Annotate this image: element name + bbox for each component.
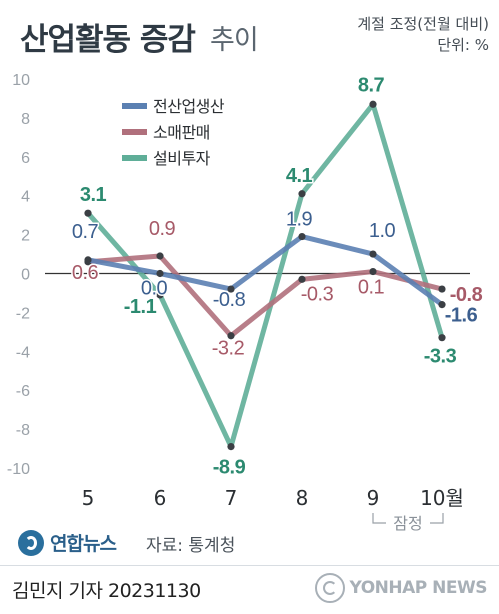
data-label: -0.8 — [450, 284, 483, 306]
data-label: -0.8 — [213, 289, 246, 311]
x-tick-label: 8 — [296, 486, 309, 510]
data-point — [298, 232, 306, 241]
yonhap-logo: 연합뉴스 — [18, 529, 117, 556]
unit-label: 단위: % — [437, 36, 489, 54]
x-tick-label: 9 — [367, 486, 380, 510]
agency-watermark: YONHAP NEWS — [314, 573, 488, 603]
data-point — [227, 285, 235, 293]
agency-name: YONHAP NEWS — [349, 578, 488, 598]
data-point — [369, 250, 377, 258]
footer-divider — [0, 565, 499, 566]
chart-title: 산업활동 증감 — [20, 22, 196, 58]
reporter-byline: 김민지 기자 20231130 — [12, 580, 201, 602]
y-tick-label: 2 — [21, 228, 30, 245]
y-tick-label: -10 — [7, 461, 30, 478]
data-point — [298, 275, 306, 283]
data-point — [298, 190, 306, 198]
unit-note: 계절 조정(전월 대비) 단위: % — [357, 14, 489, 56]
y-tick-label: -2 — [16, 305, 30, 322]
data-point — [84, 256, 92, 264]
legend-label: 소매판매 — [153, 123, 210, 142]
data-label: -3.2 — [212, 338, 245, 360]
data-label: -8.9 — [213, 457, 246, 479]
y-tick-label: -8 — [16, 422, 30, 439]
series-line — [85, 253, 445, 339]
adjustment-note: 계절 조정(전월 대비) — [357, 15, 489, 33]
x-tick-label: 10월 — [420, 486, 464, 510]
data-label: 3.1 — [80, 184, 107, 206]
source-note: 자료: 통계청 — [146, 536, 236, 556]
data-label: 1.0 — [369, 220, 396, 242]
series-line — [85, 101, 445, 450]
yonhap-logo-icon — [18, 529, 44, 556]
data-point — [369, 267, 377, 276]
data-point — [227, 332, 235, 340]
series-line — [85, 234, 445, 308]
data-label: -1.1 — [124, 296, 157, 318]
y-tick-label: 4 — [21, 189, 30, 206]
data-label: 0.6 — [72, 262, 99, 284]
legend-label: 전산업생산 — [153, 97, 225, 116]
data-label: 0.9 — [149, 218, 176, 240]
data-label: 8.7 — [358, 74, 385, 96]
y-tick-label: -4 — [16, 344, 30, 361]
data-label: -1.6 — [445, 305, 478, 327]
data-point — [156, 252, 164, 260]
data-label: 4.1 — [286, 165, 313, 187]
y-tick-label: 10 — [12, 72, 30, 89]
data-point — [438, 301, 446, 309]
data-label: 0.1 — [358, 277, 385, 299]
y-tick-label: -6 — [16, 383, 30, 400]
data-point — [156, 291, 164, 299]
data-point — [84, 209, 92, 217]
y-tick-label: 0 — [21, 267, 30, 284]
data-label: -0.3 — [301, 283, 334, 305]
provisional-bracket — [372, 513, 444, 524]
x-tick-label: 7 — [225, 486, 238, 510]
agency-logo-icon — [314, 573, 345, 603]
data-point — [156, 269, 164, 278]
logo-text: 연합뉴스 — [50, 533, 117, 555]
data-label: -3.3 — [424, 346, 457, 368]
x-tick-label: 5 — [82, 486, 95, 510]
data-point — [438, 334, 446, 342]
x-tick-label: 6 — [154, 486, 167, 510]
y-tick-label: 8 — [21, 111, 30, 128]
data-point — [227, 443, 235, 451]
legend-box — [116, 95, 254, 184]
data-label: 0.0 — [141, 278, 168, 300]
legend-label: 설비투자 — [153, 149, 211, 168]
data-label: 0.7 — [72, 221, 99, 243]
provisional-label: 잠정 — [393, 514, 422, 533]
data-label: 1.9 — [286, 209, 313, 231]
data-point — [438, 285, 446, 293]
y-tick-label: 6 — [21, 150, 30, 167]
chart-subtitle: 추이 — [210, 25, 259, 56]
data-point — [369, 100, 377, 108]
